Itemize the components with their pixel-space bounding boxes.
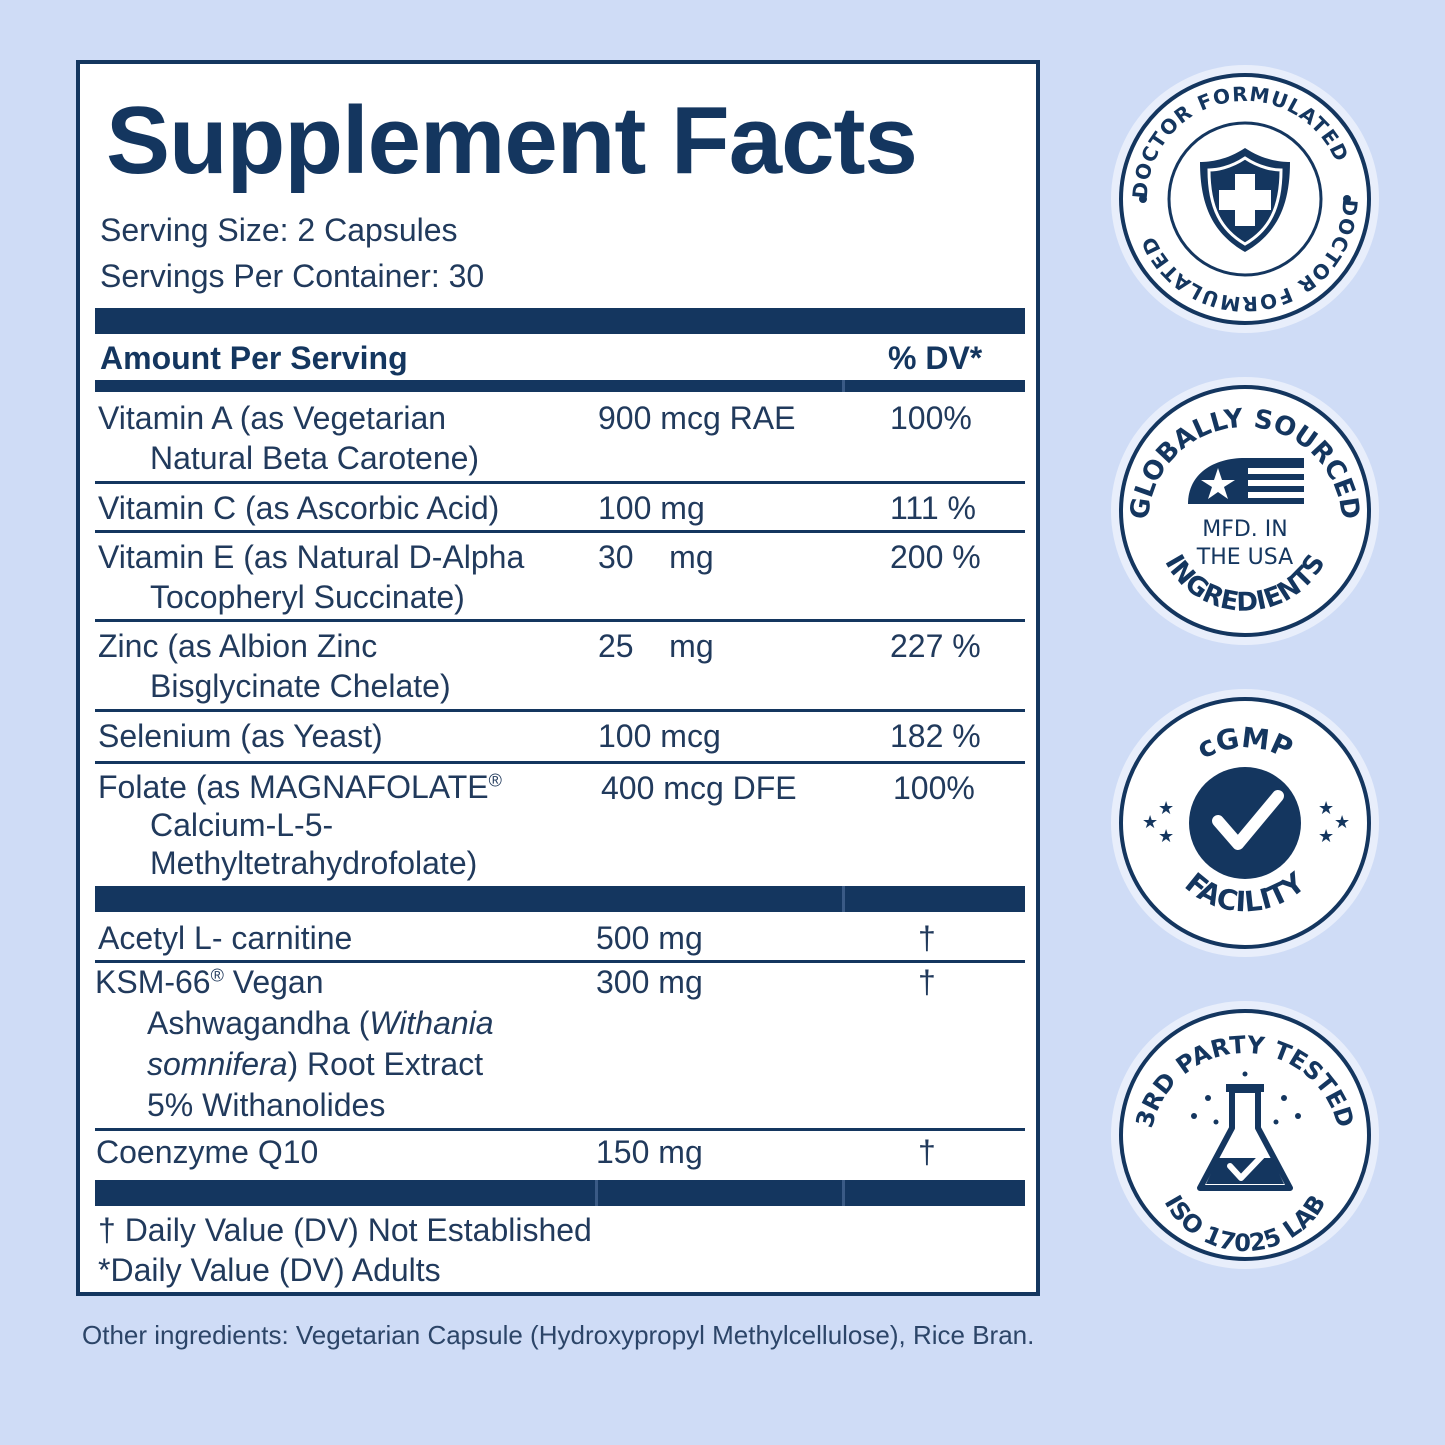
- ingredient-amount: 500 mg: [596, 920, 703, 956]
- ingredient-amount: 300 mg: [596, 964, 703, 1000]
- serving-size: Serving Size: 2 Capsules: [100, 212, 458, 248]
- globally-sourced-badge: GLOBALLY SOURCED INGREDIENTS MFD. IN THE…: [1111, 377, 1379, 645]
- cgmp-badge: cGMP FACILITY ★ ★ ★ ★ ★ ★: [1111, 689, 1379, 957]
- bubbles-icon: [1191, 1071, 1301, 1125]
- flask-icon: [1197, 1084, 1293, 1191]
- svg-text:★: ★: [1158, 826, 1174, 847]
- nutrient-dv: 111 %: [890, 490, 976, 526]
- nutrient-name: Folate (as MAGNAFOLATE® Calcium-L-5- Met…: [98, 769, 502, 881]
- nutrient-dv: 100%: [893, 770, 975, 806]
- flag-icon: [1188, 458, 1304, 504]
- row-divider: [95, 709, 1025, 712]
- svg-text:★: ★: [1158, 798, 1174, 819]
- global-line1: MFD. IN: [1202, 517, 1288, 542]
- nutrient-amount: 400 mcg DFE: [601, 770, 797, 806]
- doctor-formulated-badge: DOCTOR FORMULATED DOCTOR FORMULATED: [1111, 65, 1379, 333]
- footnote-star: *Daily Value (DV) Adults: [98, 1252, 441, 1288]
- row-divider: [95, 960, 1025, 963]
- thick-divider: [95, 308, 1025, 334]
- shield-cross-icon: [1200, 148, 1290, 252]
- stars-icon: ★ ★ ★ ★ ★ ★: [1142, 798, 1350, 847]
- footnote-dagger: † Daily Value (DV) Not Established: [98, 1212, 592, 1248]
- svg-text:★: ★: [1334, 812, 1350, 833]
- checkmark-icon: [1189, 767, 1301, 879]
- nutrient-name: Vitamin C (as Ascorbic Acid): [98, 490, 500, 526]
- nutrient-dv: 100%: [890, 400, 972, 436]
- nutrient-dv: 227 %: [890, 628, 981, 664]
- header-divider: [95, 380, 1025, 392]
- row-divider: [95, 761, 1025, 764]
- ingredient-amount: 150 mg: [596, 1134, 703, 1170]
- nutrient-name: Zinc (as Albion Zinc Bisglycinate Chelat…: [98, 628, 451, 704]
- row-divider: [95, 1128, 1025, 1131]
- ingredient-dv: †: [918, 1134, 936, 1170]
- row-divider: [95, 481, 1025, 484]
- svg-text:★: ★: [1142, 812, 1158, 833]
- nutrient-name: Vitamin A (as Vegetarian Natural Beta Ca…: [98, 400, 480, 476]
- panel-title: Supplement Facts: [106, 87, 918, 194]
- supplement-facts-panel: Supplement Facts Serving Size: 2 Capsule…: [76, 60, 1040, 1296]
- nutrient-amount: 900 mcg RAE: [598, 400, 796, 436]
- servings-per-container: Servings Per Container: 30: [100, 258, 485, 294]
- thick-divider: [95, 1180, 1025, 1206]
- ingredient-dv: †: [918, 920, 936, 956]
- nutrient-amount: 100 mg: [598, 490, 705, 526]
- nutrient-dv: 182 %: [890, 718, 981, 754]
- nutrient-name: Vitamin E (as Natural D-Alpha Tocopheryl…: [98, 539, 525, 615]
- other-ingredients: Other ingredients: Vegetarian Capsule (H…: [82, 1320, 1035, 1350]
- ingredient-name: Acetyl L- carnitine: [98, 920, 353, 956]
- ingredient-name: KSM-66® Vegan Ashwagandha (Withania somn…: [95, 964, 494, 1123]
- ingredient-name: Coenzyme Q10: [96, 1134, 319, 1170]
- nutrient-amount: 25 mg: [598, 628, 714, 664]
- nutrient-amount: 30 mg: [598, 539, 714, 575]
- ingredient-dv: †: [918, 964, 936, 1000]
- nutrient-name: Selenium (as Yeast): [98, 718, 383, 754]
- amount-per-serving-header: Amount Per Serving: [100, 340, 408, 376]
- dv-header: % DV*: [888, 340, 983, 376]
- third-party-tested-badge: 3RD PARTY TESTED ISO 17025 LAB: [1111, 1001, 1379, 1269]
- thick-divider: [95, 886, 1025, 912]
- nutrient-amount: 100 mcg: [598, 718, 721, 754]
- global-line2: THE USA: [1196, 545, 1293, 570]
- row-divider: [95, 619, 1025, 622]
- nutrient-dv: 200 %: [890, 539, 981, 575]
- row-divider: [95, 530, 1025, 533]
- svg-text:★: ★: [1318, 826, 1334, 847]
- svg-text:★: ★: [1318, 798, 1334, 819]
